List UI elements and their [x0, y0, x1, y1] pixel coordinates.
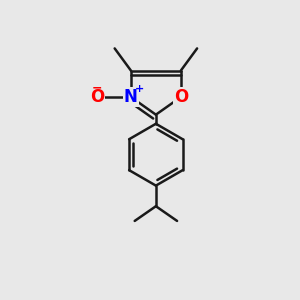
Text: O: O	[174, 88, 188, 106]
Text: +: +	[134, 84, 144, 94]
Text: N: N	[124, 88, 138, 106]
Text: −: −	[92, 81, 102, 94]
Text: O: O	[90, 88, 104, 106]
